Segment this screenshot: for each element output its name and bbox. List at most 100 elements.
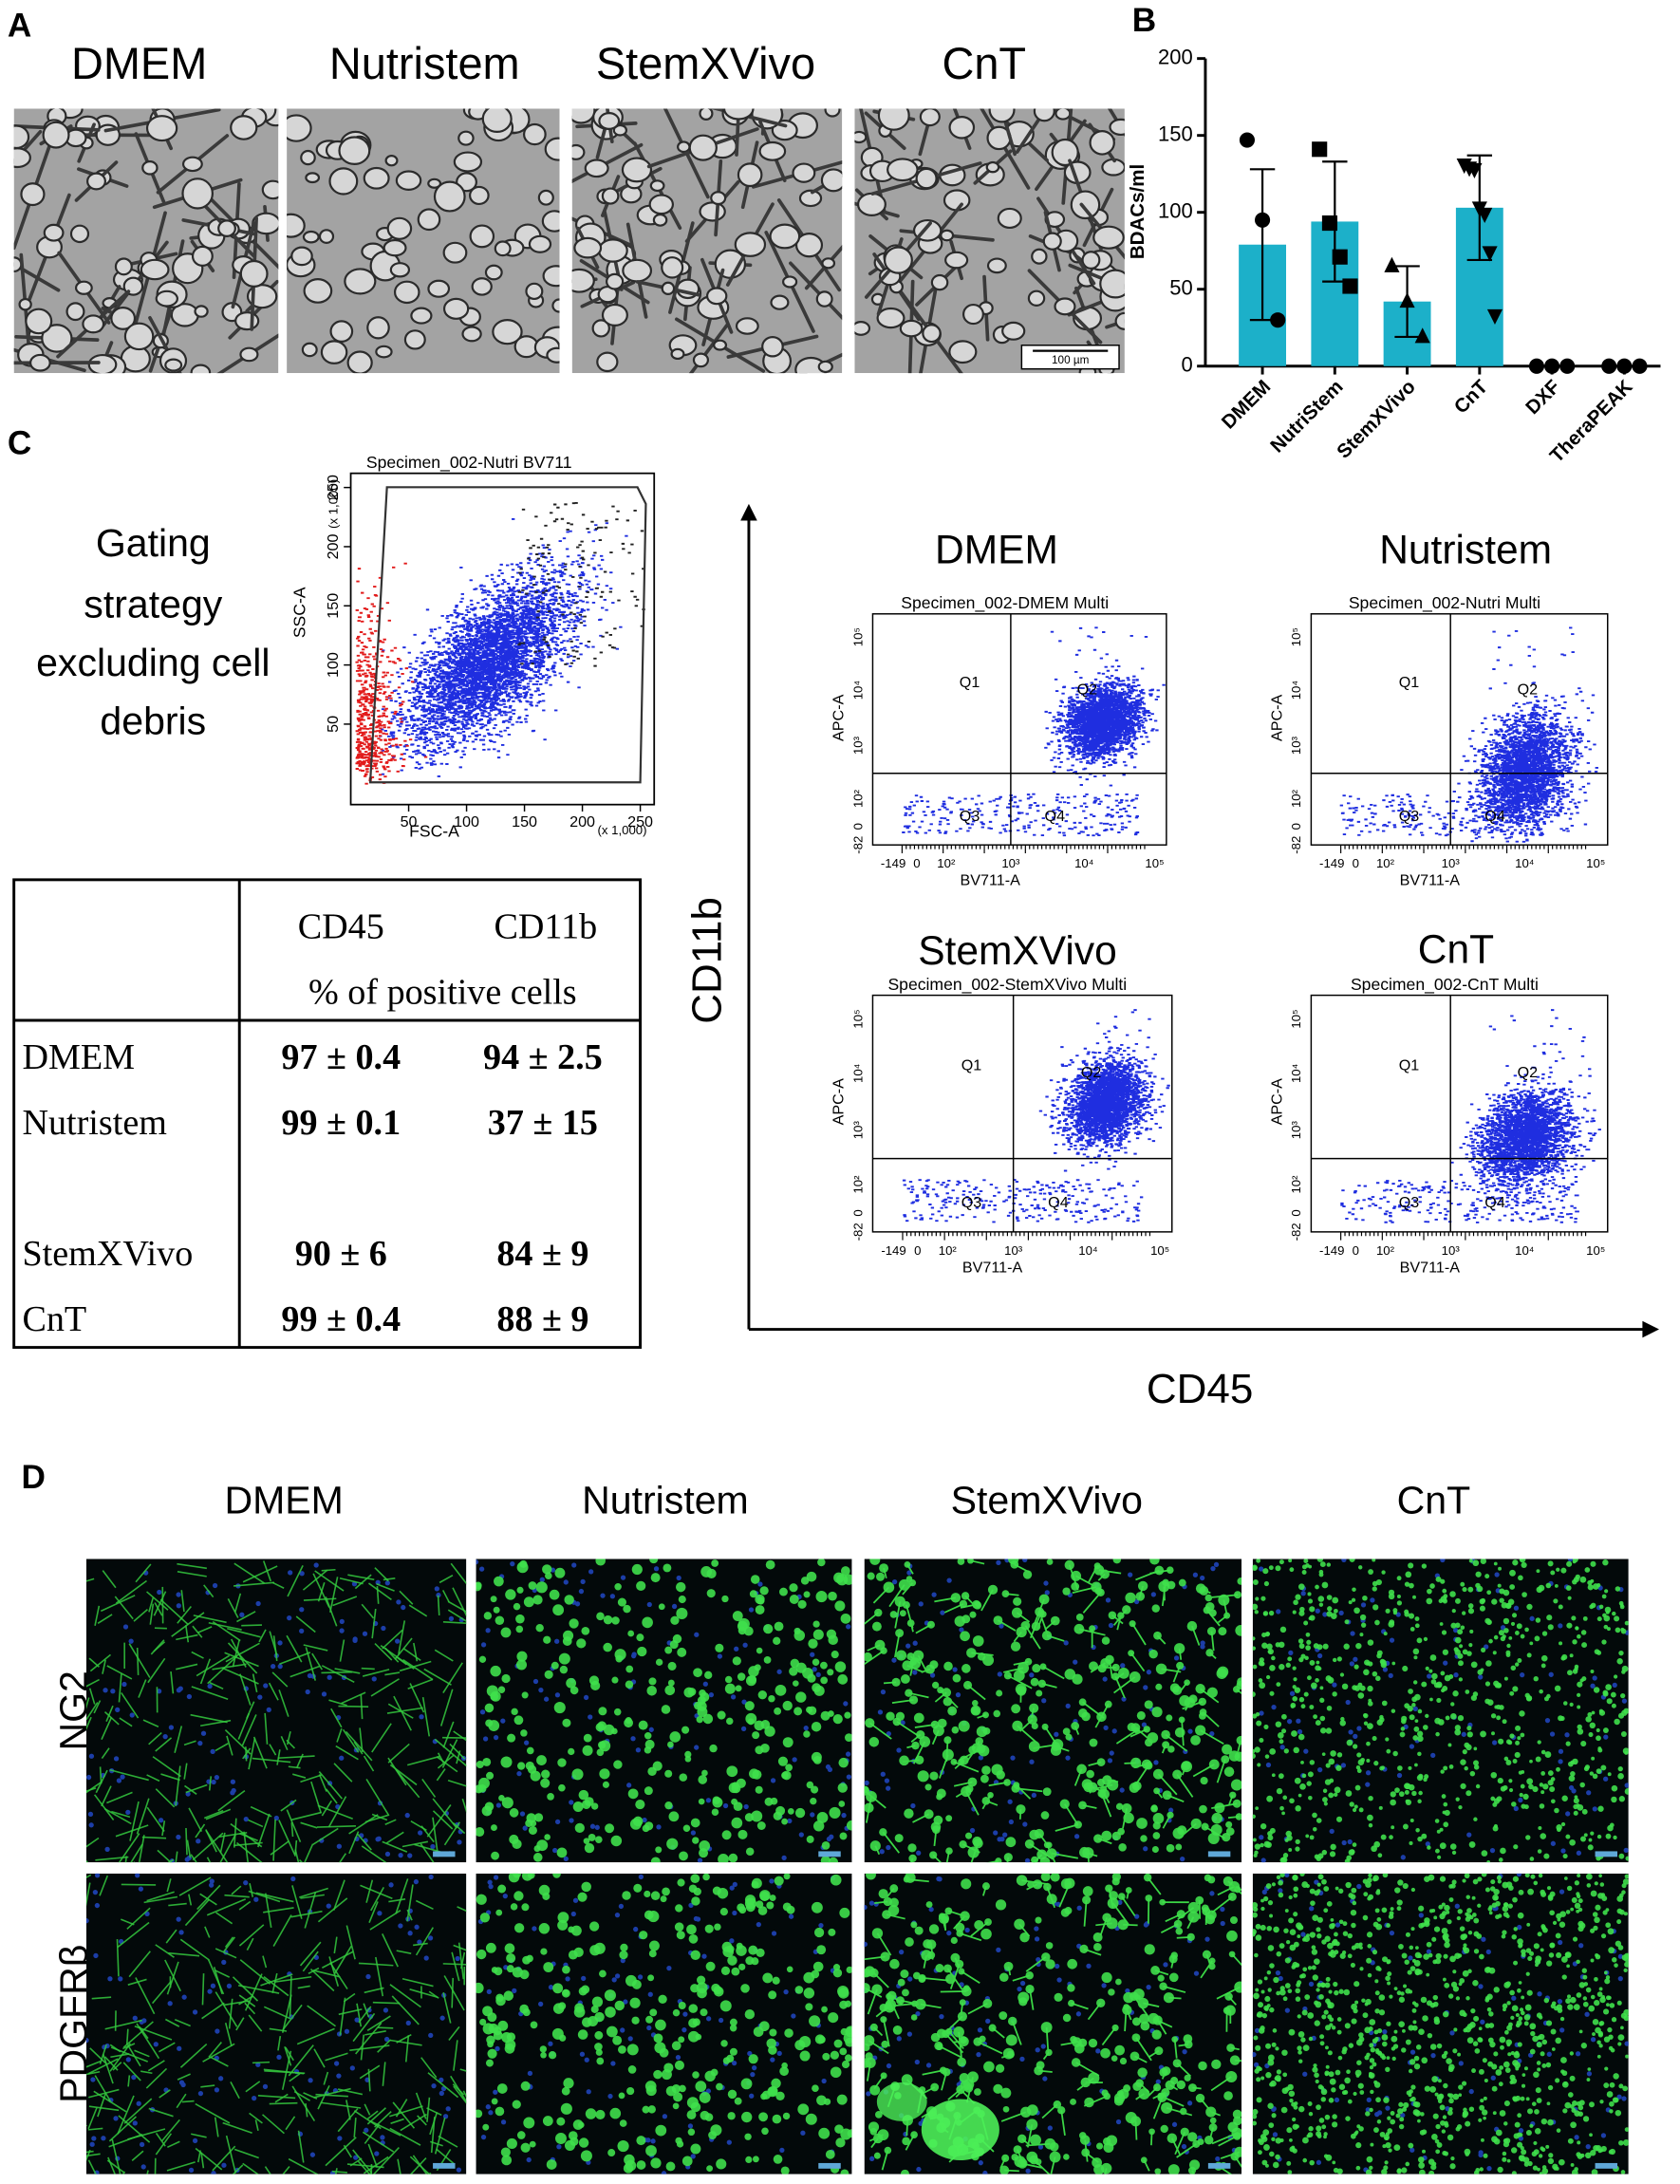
cell	[783, 1737, 793, 1747]
cell	[1368, 1639, 1373, 1645]
cell	[303, 344, 317, 356]
cell	[1181, 2128, 1189, 2137]
cell	[1086, 1770, 1094, 1779]
cell	[1041, 2022, 1053, 2033]
cell	[603, 1782, 609, 1788]
quadrant-label: Q2	[1518, 681, 1539, 698]
nucleus	[862, 1905, 867, 1910]
cell	[1500, 1848, 1506, 1855]
cell	[1565, 1835, 1570, 1839]
cell	[697, 1716, 703, 1723]
cell	[599, 1768, 609, 1779]
plot-title: Specimen_002-Nutri BV711	[366, 453, 572, 473]
cell	[642, 2106, 649, 2114]
cell	[1109, 1612, 1117, 1620]
cell	[983, 2062, 995, 2073]
cell	[572, 1768, 584, 1780]
cell	[1253, 1665, 1258, 1670]
x-tick-label: 10³	[1442, 856, 1461, 870]
cell	[1129, 1671, 1141, 1683]
nucleus	[772, 1931, 776, 1935]
quadrant-label: Q4	[1048, 1194, 1069, 1211]
cell	[874, 1609, 882, 1616]
cell	[521, 2143, 531, 2153]
nucleus	[1443, 1660, 1447, 1665]
nucleus	[1120, 1787, 1125, 1792]
cell	[1126, 2112, 1137, 2123]
nucleus	[396, 1599, 401, 1604]
nucleus	[201, 1731, 206, 1736]
cell	[458, 132, 473, 145]
cell	[1602, 1559, 1608, 1565]
nucleus	[457, 2167, 461, 2172]
nucleus	[620, 2027, 625, 2032]
data-point	[1342, 278, 1357, 293]
cell	[603, 1643, 612, 1652]
cell	[1397, 1600, 1402, 1605]
cell	[838, 1758, 848, 1767]
cell	[1607, 1698, 1613, 1704]
cell	[495, 1994, 503, 2002]
cell	[766, 1902, 774, 1910]
cell	[699, 1799, 705, 1805]
nucleus	[1390, 1931, 1394, 1935]
cell	[1443, 1811, 1447, 1815]
quadrant-label: Q2	[1081, 1064, 1102, 1081]
nucleus	[996, 1560, 1000, 1565]
cell	[594, 2031, 603, 2040]
cell	[1039, 1595, 1050, 1605]
nucleus	[865, 1781, 869, 1785]
cell	[1553, 1598, 1558, 1603]
cell	[1440, 1842, 1447, 1849]
cell	[1515, 1726, 1521, 1731]
cell	[1477, 1670, 1483, 1675]
nucleus	[1221, 1921, 1225, 1926]
nucleus	[1143, 1846, 1148, 1851]
cell	[874, 2153, 881, 2159]
cell	[736, 1685, 742, 1691]
cell	[516, 1587, 523, 1594]
cell	[644, 1891, 650, 1897]
cell	[930, 2083, 939, 2092]
cell	[614, 1708, 622, 1716]
cell	[1138, 2088, 1149, 2100]
nucleus	[1601, 2133, 1606, 2137]
cell	[483, 105, 512, 132]
cell	[1515, 1752, 1521, 1758]
cell	[519, 2005, 529, 2014]
cell	[778, 1757, 788, 1766]
nucleus	[1041, 1698, 1046, 1703]
nucleus	[1280, 1745, 1285, 1749]
nucleus	[1514, 1806, 1519, 1811]
nucleus	[528, 2071, 532, 2076]
cell	[1158, 1975, 1165, 1982]
cell	[497, 2021, 508, 2031]
cell	[529, 1826, 537, 1835]
cell	[1543, 1854, 1549, 1859]
cell	[1614, 1615, 1619, 1621]
cell	[1375, 2097, 1381, 2102]
cell	[1205, 1649, 1213, 1656]
nucleus	[810, 1812, 814, 1817]
cell-fiber	[371, 2164, 372, 2184]
cell	[507, 1734, 515, 1743]
cell	[890, 1611, 898, 1618]
cell	[1167, 1812, 1173, 1819]
cell	[862, 1969, 870, 1977]
cell	[183, 158, 202, 171]
cell	[651, 1891, 661, 1900]
nucleus	[979, 2160, 983, 2165]
cell	[603, 189, 618, 204]
cell-fiber	[186, 1828, 187, 1855]
cell	[1566, 1742, 1571, 1746]
cell	[1408, 1689, 1413, 1694]
cell	[1377, 1720, 1383, 1726]
cell	[1589, 1604, 1594, 1609]
cell	[1111, 2055, 1118, 2062]
nucleus	[337, 2136, 342, 2140]
cell	[869, 2085, 880, 2096]
cell	[1287, 1656, 1292, 1661]
cell	[1112, 1664, 1120, 1671]
cell	[1455, 1637, 1462, 1644]
cell	[1538, 1826, 1541, 1830]
